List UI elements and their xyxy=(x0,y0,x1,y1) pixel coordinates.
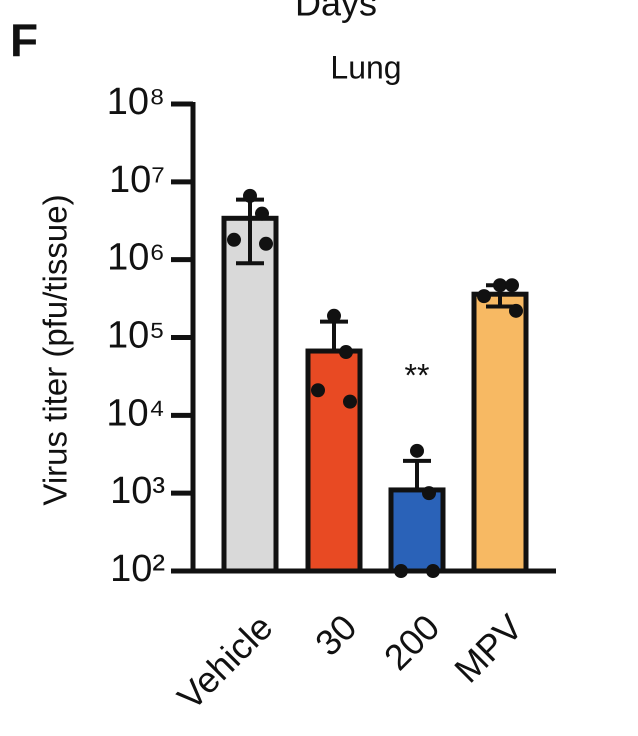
data-point xyxy=(339,345,353,360)
bar xyxy=(388,487,446,574)
data-point xyxy=(243,188,257,203)
y-tick-label: 10⁸ xyxy=(107,81,165,123)
data-point xyxy=(259,236,273,251)
data-point xyxy=(509,303,523,318)
data-point xyxy=(255,206,269,221)
data-point xyxy=(327,308,341,323)
chart-title: Lung xyxy=(330,49,401,85)
data-point xyxy=(426,564,440,578)
x-tick-label: Vehicle xyxy=(169,606,280,717)
data-point xyxy=(477,289,491,304)
cropped-heading: Days xyxy=(295,0,377,24)
y-tick-label: 10³ xyxy=(110,470,165,512)
y-tick-label: 10⁵ xyxy=(107,315,165,357)
y-tick-label: 10² xyxy=(110,548,165,590)
bar xyxy=(221,215,279,574)
x-tick-label: 30 xyxy=(307,606,364,663)
y-axis-label: Virus titer (pfu/tissue) xyxy=(37,194,74,505)
data-point xyxy=(343,394,357,409)
bar xyxy=(471,291,529,574)
data-point xyxy=(311,383,325,398)
y-tick-label: 10⁷ xyxy=(109,159,165,201)
data-point xyxy=(493,278,507,293)
x-tick-label: MPV xyxy=(446,606,530,690)
panel-label: F xyxy=(10,14,38,66)
data-point xyxy=(422,486,436,501)
y-tick-label: 10⁴ xyxy=(106,392,165,434)
data-point xyxy=(227,232,241,247)
data-point xyxy=(505,278,519,293)
significance-annotation: ** xyxy=(405,357,430,393)
data-point xyxy=(410,443,424,458)
x-tick-label: 200 xyxy=(376,606,447,677)
data-point xyxy=(394,564,408,578)
y-tick-label: 10⁶ xyxy=(107,237,165,279)
